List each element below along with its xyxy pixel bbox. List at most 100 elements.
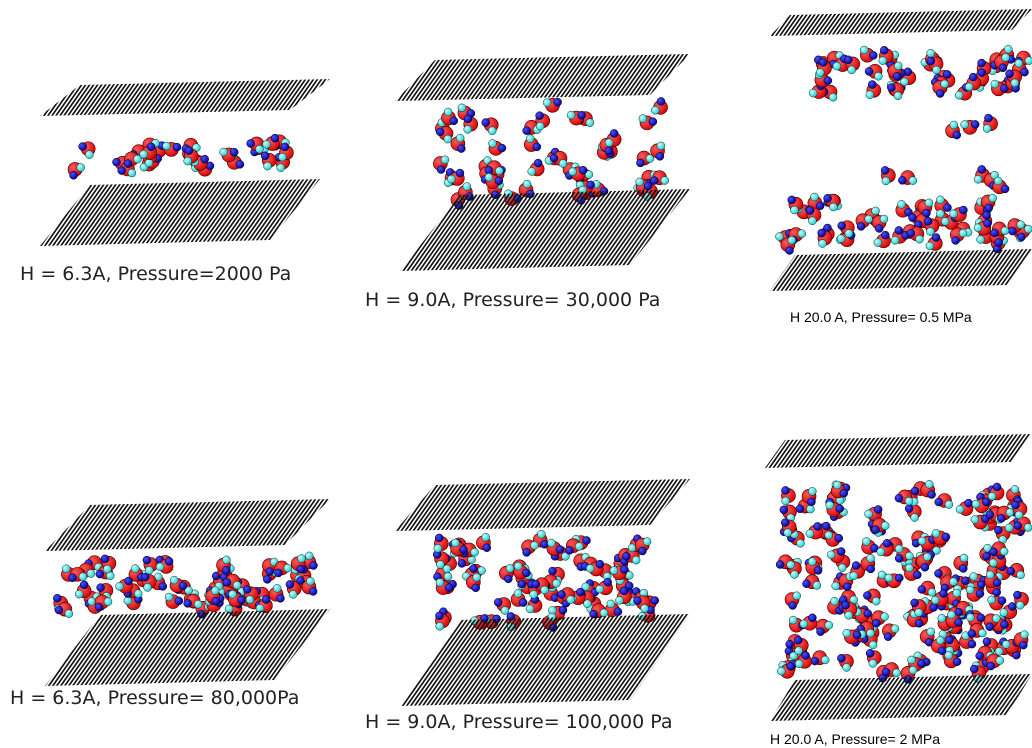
atom-hydrogen xyxy=(908,665,918,675)
atom-hydrogen xyxy=(777,666,786,676)
atom-nitrogen xyxy=(977,165,986,174)
atom-hydrogen xyxy=(1014,510,1024,520)
atom-hydrogen xyxy=(435,622,444,631)
atom-hydrogen xyxy=(1010,78,1020,88)
atom-nitrogen xyxy=(992,588,1001,597)
atom-hydrogen xyxy=(245,595,255,604)
atom-hydrogen xyxy=(897,200,906,209)
atom-hydrogen xyxy=(905,563,914,573)
atom-nitrogen xyxy=(650,596,659,605)
atom-nitrogen xyxy=(222,566,231,575)
atom-hydrogen xyxy=(787,235,797,245)
panel-caption: H = 9.0A, Pressure= 30,000 Pa xyxy=(365,289,660,311)
atom-hydrogen xyxy=(992,614,1001,623)
atom-nitrogen xyxy=(952,657,962,666)
atom-hydrogen xyxy=(993,176,1003,186)
atom-hydrogen xyxy=(871,206,880,216)
atom-nitrogen xyxy=(986,661,996,671)
atom-hydrogen xyxy=(472,573,481,582)
atom-nitrogen xyxy=(79,580,89,590)
atom-hydrogen xyxy=(583,599,592,609)
atom-hydrogen xyxy=(890,624,900,633)
atom-hydrogen xyxy=(262,140,271,149)
atom-hydrogen xyxy=(878,56,888,65)
atom-nitrogen xyxy=(471,583,480,593)
atom-nitrogen xyxy=(818,58,828,67)
atom-nitrogen xyxy=(1008,226,1017,236)
atom-hydrogen xyxy=(228,590,237,599)
atom-hydrogen xyxy=(890,236,900,245)
atom-nitrogen xyxy=(497,143,507,153)
atom-hydrogen xyxy=(566,110,576,120)
atom-hydrogen xyxy=(847,65,856,75)
atom-nitrogen xyxy=(619,586,629,596)
atom-hydrogen xyxy=(958,228,968,238)
atom-nitrogen xyxy=(1019,640,1028,650)
atom-hydrogen xyxy=(917,536,927,546)
atom-hydrogen xyxy=(451,538,460,548)
atom-nitrogen xyxy=(851,561,861,570)
atom-nitrogen xyxy=(124,576,133,586)
atom-nitrogen xyxy=(937,646,947,655)
atom-hydrogen xyxy=(893,91,903,101)
atom-hydrogen xyxy=(513,589,523,598)
atom-nitrogen xyxy=(961,576,970,585)
atom-hydrogen xyxy=(944,500,954,509)
atom-hydrogen xyxy=(862,537,871,546)
atom-nitrogen xyxy=(532,142,542,152)
atom-hydrogen xyxy=(525,134,535,143)
atom-nitrogen xyxy=(815,201,825,211)
atom-hydrogen xyxy=(940,79,949,89)
atom-nitrogen xyxy=(990,228,999,238)
atom-nitrogen xyxy=(997,596,1007,605)
atom-hydrogen xyxy=(792,591,801,601)
atom-hydrogen xyxy=(893,61,903,71)
atom-hydrogen xyxy=(994,647,1004,656)
atom-hydrogen xyxy=(871,596,881,606)
atom-nitrogen xyxy=(435,611,444,621)
atom-hydrogen xyxy=(970,515,980,524)
atom-hydrogen xyxy=(926,49,935,58)
atom-hydrogen xyxy=(807,557,817,566)
graphene-plate xyxy=(770,9,1032,36)
atom-nitrogen xyxy=(624,581,634,591)
atom-nitrogen xyxy=(992,578,1002,587)
atom-nitrogen xyxy=(100,554,110,564)
atom-nitrogen xyxy=(807,497,816,507)
atom-hydrogen xyxy=(484,173,494,182)
atom-hydrogen xyxy=(1020,630,1029,639)
atom-nitrogen xyxy=(455,168,465,178)
atom-hydrogen xyxy=(965,585,975,595)
atom-hydrogen xyxy=(604,138,614,147)
atom-nitrogen xyxy=(835,504,844,513)
atom-nitrogen xyxy=(595,559,605,569)
graphene-plate xyxy=(40,79,330,116)
atom-hydrogen xyxy=(805,529,815,538)
atom-nitrogen xyxy=(578,165,588,175)
atom-hydrogen xyxy=(164,592,174,602)
atom-nitrogen xyxy=(880,46,889,55)
atom-nitrogen xyxy=(982,211,991,220)
atom-hydrogen xyxy=(969,572,978,581)
atom-nitrogen xyxy=(954,607,964,617)
atom-nitrogen xyxy=(939,589,948,598)
atom-hydrogen xyxy=(1010,485,1020,494)
atom-hydrogen xyxy=(568,167,577,176)
atom-hydrogen xyxy=(806,504,815,514)
atom-hydrogen xyxy=(973,175,983,184)
atom-hydrogen xyxy=(561,552,570,561)
atom-hydrogen xyxy=(999,547,1009,556)
atom-hydrogen xyxy=(585,564,595,573)
atom-hydrogen xyxy=(865,90,875,100)
atom-hydrogen xyxy=(949,120,959,130)
atom-hydrogen xyxy=(143,583,152,592)
atom-hydrogen xyxy=(808,487,817,496)
atom-hydrogen xyxy=(183,156,192,166)
atom-nitrogen xyxy=(839,489,849,498)
atom-nitrogen xyxy=(844,55,853,65)
atom-hydrogen xyxy=(1016,220,1026,229)
atom-hydrogen xyxy=(184,586,193,595)
atom-hydrogen xyxy=(443,134,453,144)
atom-hydrogen xyxy=(255,144,264,154)
atom-hydrogen xyxy=(799,619,809,629)
